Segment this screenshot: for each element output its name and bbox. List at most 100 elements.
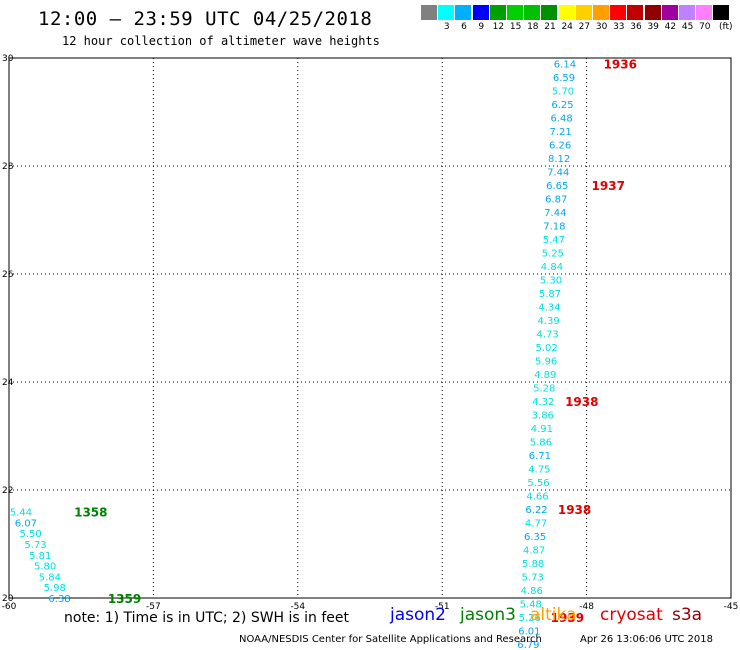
chart-subtitle: 12 hour collection of altimeter wave hei…	[62, 34, 380, 48]
wave-height-label: 4.87	[523, 545, 545, 556]
wave-height-label: 6.38	[48, 594, 70, 605]
color-swatch	[558, 5, 575, 20]
mission-label-jason2: jason2	[390, 605, 446, 625]
pass-time-label: 1939	[551, 611, 584, 625]
wave-height-label: 7.44	[544, 208, 566, 219]
wave-height-label: 7.18	[543, 221, 565, 232]
wave-height-label: 3.86	[532, 410, 554, 421]
wave-height-label: 5.25	[542, 248, 564, 259]
mission-label-cryosat: cryosat	[600, 605, 663, 625]
wave-height-label: 4.75	[528, 464, 550, 475]
wave-height-label: 5.56	[527, 478, 549, 489]
color-scale-tick-label: 15	[509, 22, 522, 32]
wave-height-label: 6.01	[518, 626, 540, 637]
wave-height-label: 5.87	[539, 289, 561, 300]
wave-height-label: 6.71	[529, 451, 551, 462]
color-scale-unit: (ft)	[719, 22, 733, 32]
color-swatch	[575, 5, 592, 20]
wave-height-label: 4.39	[537, 316, 559, 327]
color-scale-tick-label: 18	[527, 22, 539, 32]
color-swatch	[507, 5, 523, 20]
color-scale-tick-label: 24	[561, 22, 573, 32]
chart-title: 12:00 — 23:59 UTC 04/25/2018	[38, 8, 373, 30]
wave-height-label: 6.35	[524, 532, 546, 543]
wave-height-label: 6.14	[554, 59, 576, 70]
generated-timestamp: Apr 26 13:06:06 UTC 2018	[580, 634, 713, 645]
x-tick-label: -48	[579, 602, 594, 612]
wave-height-label: 5.70	[552, 86, 574, 97]
y-tick-label: 30	[2, 54, 14, 64]
wave-height-label: 8.12	[548, 154, 570, 165]
x-tick-label: -54	[290, 602, 305, 612]
y-tick-label: 22	[2, 486, 13, 496]
wave-height-label: 4.73	[536, 329, 558, 340]
pass-time-label: 1938	[565, 395, 598, 409]
wave-height-label: 6.22	[525, 505, 547, 516]
wave-height-label: 5.48	[520, 599, 542, 610]
pass-time-label: 1936	[604, 57, 637, 71]
x-tick-label: -57	[146, 602, 161, 612]
wave-height-label: 5.47	[543, 235, 565, 246]
color-swatch	[661, 5, 678, 20]
wave-height-label: 5.26	[519, 613, 541, 624]
wave-height-label: 4.34	[538, 302, 560, 313]
wave-height-label: 5.81	[29, 551, 51, 562]
wave-height-label: 5.30	[540, 275, 562, 286]
color-scale-tick-label: 12	[492, 22, 505, 32]
wave-height-label: 5.02	[536, 343, 558, 354]
color-swatch	[627, 5, 644, 20]
color-swatch	[524, 5, 541, 20]
wave-height-label: 5.73	[24, 540, 46, 551]
color-swatch	[679, 5, 695, 20]
wave-height-label: 7.21	[549, 127, 571, 138]
color-swatch	[610, 5, 627, 20]
color-scale-tick-label: 39	[647, 22, 659, 32]
wave-height-label: 5.84	[39, 572, 61, 583]
color-scale-tick-label: 27	[578, 22, 591, 32]
mission-label-jason3: jason3	[460, 605, 516, 625]
wave-height-label: 6.26	[549, 140, 571, 151]
wave-height-label: 4.84	[541, 262, 563, 273]
y-tick-label: 26	[2, 270, 14, 280]
wave-height-label: 4.89	[534, 370, 556, 381]
wave-height-label: 5.44	[10, 508, 32, 519]
wave-height-label: 5.73	[522, 572, 544, 583]
color-swatch	[644, 5, 661, 20]
wave-height-label: 6.79	[517, 640, 539, 650]
pass-time-label: 1938	[558, 503, 591, 517]
wave-height-label: 4.77	[525, 518, 547, 529]
wave-height-label: 6.65	[546, 181, 568, 192]
x-tick-label: -51	[435, 602, 450, 612]
x-tick-label: -60	[2, 602, 17, 612]
wave-height-label: 4.86	[521, 586, 543, 597]
color-swatch	[438, 5, 455, 20]
wave-height-label: 6.48	[550, 113, 572, 124]
mission-label-s3a: s3a	[672, 605, 703, 625]
color-scale-tick-label: 30	[595, 22, 608, 32]
color-scale-tick-label: 9	[478, 22, 485, 32]
pass-time-label: 1937	[592, 179, 625, 193]
pass-time-label: 1358	[74, 506, 107, 520]
color-scale-tick-label: 33	[613, 22, 625, 32]
plot-frame	[8, 57, 732, 599]
color-swatch	[421, 5, 437, 20]
wave-height-label: 6.25	[551, 100, 573, 111]
wave-height-label: 5.88	[522, 559, 544, 570]
color-swatch	[455, 5, 472, 20]
color-swatch	[472, 5, 489, 20]
wave-height-label: 4.66	[526, 491, 548, 502]
color-scale-tick-label: 70	[699, 22, 711, 32]
wave-height-label: 6.59	[553, 73, 575, 84]
wave-height-label: 5.28	[533, 383, 555, 394]
wave-height-label: 5.80	[34, 562, 56, 573]
color-swatch	[713, 5, 730, 20]
color-scale-tick-label: 45	[681, 22, 694, 32]
wave-height-label: 6.87	[545, 194, 567, 205]
color-swatch	[593, 5, 609, 20]
mission-label-altika: altika	[530, 605, 577, 625]
wave-height-label: 4.91	[531, 424, 553, 435]
color-swatch	[696, 5, 713, 20]
y-tick-label: 24	[2, 378, 14, 388]
wave-height-label: 5.96	[535, 356, 557, 367]
pass-time-label: 1359	[108, 592, 141, 606]
